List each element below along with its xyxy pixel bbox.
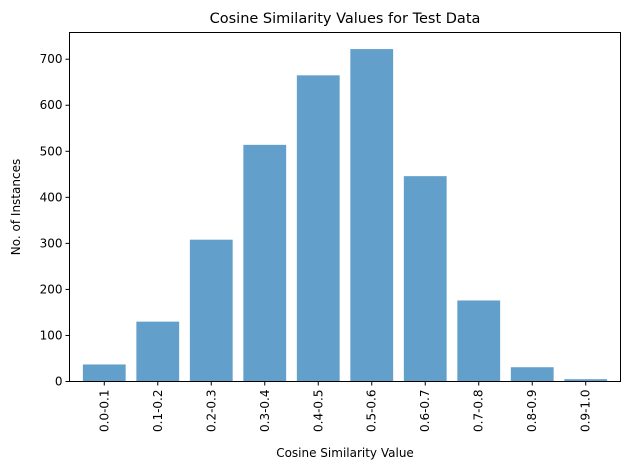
bar-0.1-0.2 [136, 321, 180, 382]
x-tick-label: 0.8-0.9 [525, 390, 539, 433]
bar-0.5-0.6 [350, 49, 394, 382]
x-tick-label: 0.7-0.8 [472, 390, 486, 433]
x-tick-label: 0.6-0.7 [418, 390, 432, 433]
chart-title: Cosine Similarity Values for Test Data [210, 11, 481, 27]
y-tick-label: 600 [40, 98, 63, 112]
y-tick-label: 500 [40, 144, 63, 158]
bar-0.9-1.0 [564, 379, 608, 382]
y-axis-ticks: 0 100 200 300 400 500 600 700 [40, 52, 70, 389]
x-tick-label: 0.4-0.5 [311, 390, 325, 433]
y-tick-label: 200 [40, 282, 63, 296]
bars-group [82, 49, 608, 382]
x-axis-ticks: 0.0-0.1 0.1-0.2 0.2-0.3 0.3-0.4 0.4-0.5 0.5-0… [97, 381, 593, 433]
bar-0.8-0.9 [510, 367, 554, 382]
x-tick-label: 0.1-0.2 [151, 390, 165, 433]
y-tick-label: 700 [40, 52, 63, 66]
bar-0.3-0.4 [243, 144, 287, 382]
x-tick-label: 0.3-0.4 [258, 390, 272, 433]
y-tick-label: 0 [55, 375, 63, 389]
x-tick-label: 0.0-0.1 [97, 390, 111, 433]
y-tick-label: 300 [40, 236, 63, 250]
bar-0.2-0.3 [189, 239, 233, 382]
bar-0.4-0.5 [296, 75, 340, 382]
y-axis-label: No. of Instances [9, 159, 23, 255]
x-tick-label: 0.9-1.0 [579, 390, 593, 433]
x-tick-label: 0.5-0.6 [365, 390, 379, 433]
bar-0.0-0.1 [82, 364, 126, 382]
x-axis-label: Cosine Similarity Value [276, 446, 414, 460]
bar-0.7-0.8 [457, 300, 501, 382]
y-tick-label: 400 [40, 190, 63, 204]
plot-frame [69, 32, 621, 382]
bar-0.6-0.7 [403, 176, 447, 382]
x-tick-label: 0.2-0.3 [204, 390, 218, 433]
y-tick-label: 100 [40, 328, 63, 342]
